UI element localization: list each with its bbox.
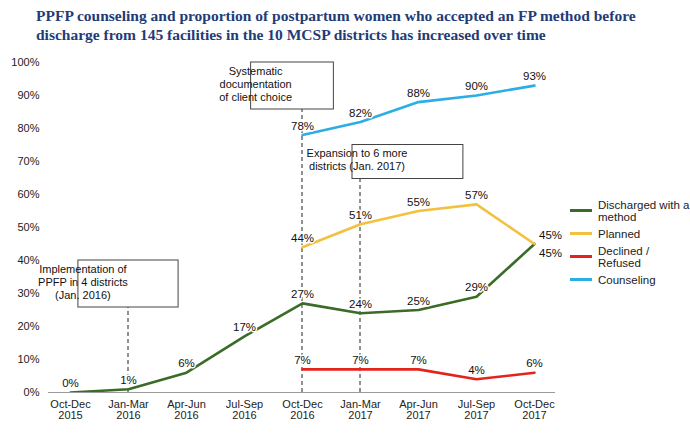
svg-text:7%: 7%	[294, 354, 311, 366]
svg-text:78%: 78%	[291, 120, 314, 132]
html-text:Declined / Refused: Declined / Refused	[598, 244, 650, 269]
svg-text:60%: 60%	[17, 188, 39, 200]
svg-text:Oct-Dec2015: Oct-Dec2015	[50, 398, 91, 421]
svg-text:27%: 27%	[291, 288, 314, 300]
svg-text:Jul-Sep2016: Jul-Sep2016	[226, 398, 263, 421]
html-text:Discharged with a method: Discharged with a method	[598, 198, 690, 223]
svg-text:1%: 1%	[120, 374, 137, 386]
svg-text:44%: 44%	[291, 232, 314, 244]
svg-text:80%: 80%	[17, 122, 39, 134]
svg-text:7%: 7%	[410, 354, 427, 366]
svg-text:Implementation ofPPFP in 4 dis: Implementation ofPPFP in 4 districts(Jan…	[38, 263, 128, 301]
svg-text:20%: 20%	[17, 320, 39, 332]
svg-text:100%: 100%	[11, 56, 39, 68]
svg-text:Jan-Mar2017: Jan-Mar2017	[340, 398, 381, 421]
html-text:Counseling: Counseling	[598, 273, 656, 286]
svg-text:0%: 0%	[62, 377, 79, 389]
svg-text:Oct-Dec2017: Oct-Dec2017	[514, 398, 555, 421]
svg-text:6%: 6%	[178, 357, 195, 369]
svg-text:70%: 70%	[17, 155, 39, 167]
svg-text:45%: 45%	[539, 229, 562, 241]
svg-text:Jan-Mar2016: Jan-Mar2016	[108, 398, 149, 421]
svg-text:50%: 50%	[17, 221, 39, 233]
svg-text:82%: 82%	[349, 107, 372, 119]
svg-text:Jul-Sep2017: Jul-Sep2017	[458, 398, 495, 421]
svg-text:57%: 57%	[465, 189, 488, 201]
svg-text:Oct-Dec2016: Oct-Dec2016	[282, 398, 323, 421]
svg-text:Apr-Jun2016: Apr-Jun2016	[167, 398, 206, 421]
svg-text:10%: 10%	[17, 353, 39, 365]
svg-text:24%: 24%	[349, 298, 372, 310]
html-text:PPFP counseling and proportion: PPFP counseling and proportion of postpa…	[36, 7, 636, 43]
svg-text:29%: 29%	[465, 281, 488, 293]
svg-text:51%: 51%	[349, 209, 372, 221]
html-text:Planned: Planned	[598, 227, 641, 240]
svg-text:Systematicdocumentationof clie: Systematicdocumentationof client choice	[219, 65, 292, 103]
svg-text:30%: 30%	[17, 287, 39, 299]
svg-text:90%: 90%	[465, 80, 488, 92]
svg-text:Expansion to 6 moredistricts (: Expansion to 6 moredistricts (Jan. 2017)	[307, 147, 408, 172]
svg-text:90%: 90%	[17, 89, 39, 101]
svg-text:6%: 6%	[526, 357, 543, 369]
svg-text:0%: 0%	[24, 386, 40, 398]
svg-text:Apr-Jun2017: Apr-Jun2017	[399, 398, 438, 421]
svg-text:93%: 93%	[523, 70, 546, 82]
svg-text:4%: 4%	[468, 364, 485, 376]
svg-text:40%: 40%	[17, 254, 39, 266]
svg-text:55%: 55%	[407, 196, 430, 208]
svg-text:7%: 7%	[352, 354, 369, 366]
svg-text:25%: 25%	[407, 295, 430, 307]
svg-text:45%: 45%	[539, 247, 562, 259]
svg-text:17%: 17%	[233, 321, 256, 333]
svg-text:88%: 88%	[407, 87, 430, 99]
